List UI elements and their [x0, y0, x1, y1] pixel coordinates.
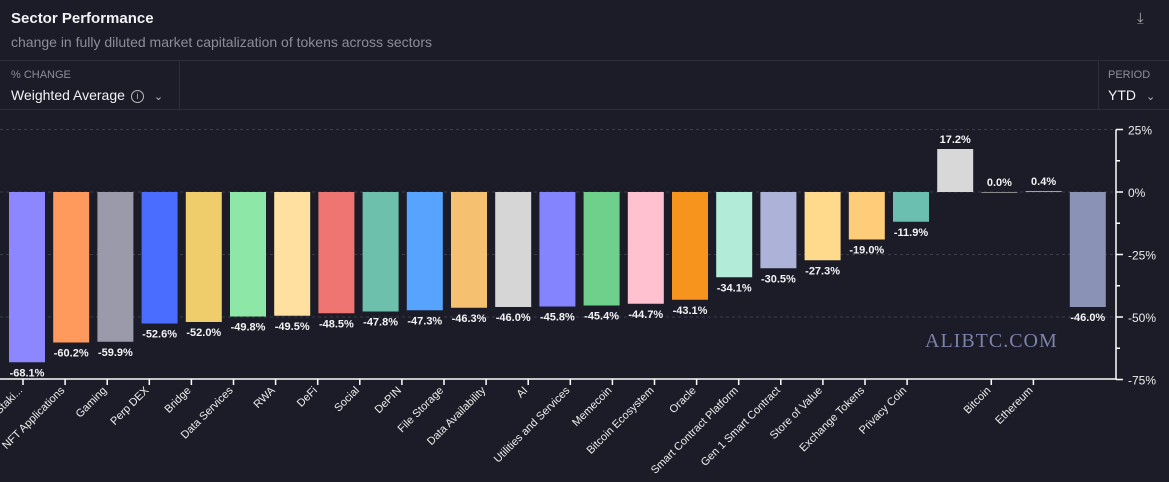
period-value: YTD — [1108, 87, 1136, 103]
data-label: -34.1% — [717, 282, 752, 294]
x-tick-label: AI — [514, 385, 530, 401]
data-label: 0.0% — [987, 177, 1012, 189]
data-label: -44.7% — [628, 309, 663, 321]
data-label: 17.2% — [940, 134, 971, 146]
bar — [627, 192, 664, 304]
y-tick-label: -25% — [1128, 249, 1156, 263]
data-label: -46.0% — [1070, 312, 1105, 324]
x-tick-label: Smart Contract Platform — [649, 385, 741, 477]
x-tick-label: Social — [332, 385, 362, 415]
bar — [1025, 191, 1062, 192]
data-label: -45.8% — [540, 312, 575, 324]
bar — [1069, 192, 1106, 307]
data-label: -47.3% — [407, 315, 442, 327]
data-label: -48.5% — [319, 318, 354, 330]
x-tick-label: DeFi — [295, 385, 320, 410]
period-dropdown[interactable]: PERIOD YTD ⌄ — [1098, 61, 1169, 109]
chevron-down-icon: ⌄ — [153, 91, 164, 103]
data-label: -30.5% — [761, 273, 796, 285]
data-label: -43.1% — [673, 305, 708, 317]
controls-bar: % CHANGE Weighted Average i ⌄ PERIOD YTD ⌄ — [0, 60, 1169, 110]
x-tick-label: Gaming — [74, 385, 110, 421]
bar — [318, 192, 355, 314]
bar — [583, 192, 620, 306]
chart-title: Sector Performance — [11, 10, 154, 27]
bar — [451, 192, 487, 308]
data-label: -68.1% — [10, 367, 45, 379]
data-label: -59.9% — [98, 347, 133, 359]
bar — [141, 192, 178, 324]
data-label: -19.0% — [849, 245, 884, 257]
data-label: -46.3% — [452, 313, 487, 325]
x-tick-label: Bridge — [163, 385, 194, 416]
bar — [495, 192, 532, 307]
bar — [97, 192, 134, 342]
x-tick-label: Staki... — [0, 385, 25, 417]
bar — [362, 192, 399, 312]
bar — [672, 192, 708, 300]
data-label: 0.4% — [1031, 176, 1056, 188]
bar — [937, 149, 974, 192]
period-label: PERIOD — [1108, 69, 1151, 81]
bar — [893, 192, 929, 222]
bar — [230, 192, 266, 317]
x-tick-label: RWA — [252, 384, 279, 411]
watermark: ALIBTC.COM — [925, 330, 1058, 352]
x-tick-label: Gen 1 Smart Contract — [699, 385, 783, 469]
y-tick-label: -75% — [1128, 374, 1156, 388]
bar — [53, 192, 90, 343]
data-label: -47.8% — [363, 317, 398, 329]
data-label: -52.6% — [142, 329, 177, 341]
bar — [716, 192, 753, 278]
bar — [406, 192, 443, 311]
data-label: -45.4% — [584, 311, 619, 323]
metric-dropdown[interactable]: % CHANGE Weighted Average i ⌄ — [0, 61, 180, 109]
data-label: -11.9% — [894, 227, 928, 239]
y-tick-label: -50% — [1128, 311, 1156, 325]
data-label: -60.2% — [54, 348, 89, 360]
bar — [760, 192, 797, 269]
x-tick-label: DePIN — [373, 385, 404, 416]
bar — [9, 192, 45, 363]
chart-subtitle: change in fully diluted market capitaliz… — [11, 34, 432, 50]
bar — [848, 192, 885, 240]
bar — [274, 192, 311, 316]
data-label: -27.3% — [805, 265, 840, 277]
data-label: -52.0% — [186, 327, 221, 339]
x-tick-label: Ethereum — [993, 385, 1035, 427]
data-label: -49.5% — [275, 321, 310, 333]
x-tick-label: Oracle — [667, 385, 698, 416]
bar — [185, 192, 222, 322]
x-tick-label: Utilities and Services — [492, 384, 573, 465]
x-tick-label: Perp DEX — [108, 384, 152, 428]
bar — [804, 192, 841, 261]
data-label: -46.0% — [496, 312, 531, 324]
data-label: -49.8% — [231, 322, 266, 334]
info-icon[interactable]: i — [130, 90, 144, 103]
download-icon[interactable]: ⤓ — [1137, 10, 1144, 27]
metric-value: Weighted Average — [11, 87, 125, 103]
x-tick-label: Bitcoin — [962, 385, 994, 417]
x-tick-label: Memecoin — [570, 385, 614, 429]
y-tick-label: 25% — [1128, 124, 1152, 138]
bar — [539, 192, 576, 307]
metric-label: % CHANGE — [11, 69, 71, 81]
chevron-down-icon: ⌄ — [1146, 91, 1156, 103]
y-tick-label: 0% — [1128, 186, 1146, 200]
bar — [981, 192, 1018, 193]
